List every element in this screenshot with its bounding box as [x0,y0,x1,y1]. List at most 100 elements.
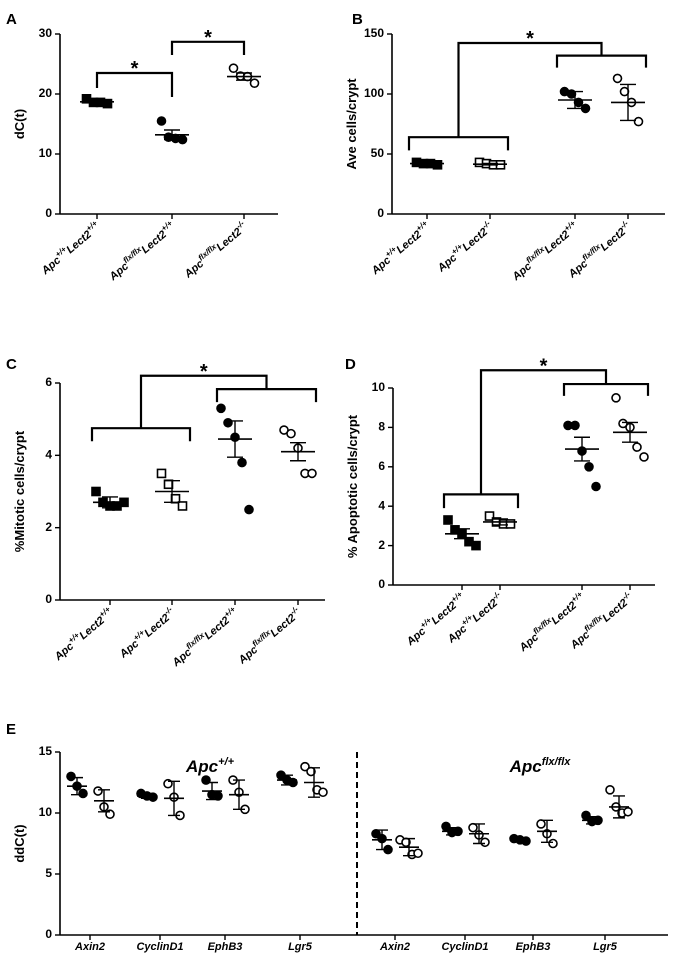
bracket [139,374,268,429]
sub-bracket [90,427,192,442]
data-point [484,511,495,521]
error-bar [236,72,252,81]
data-point [618,418,628,429]
label-part: -/- [618,219,630,231]
bracket [457,41,603,138]
data-point [177,501,188,511]
y-tick-label: 2 [378,538,385,552]
x-tick-label: Apc+/+Lect2-/- [115,605,178,661]
data-point [286,428,296,439]
data-point [307,468,317,479]
label-part: -/- [162,605,174,617]
y-tick-label: 100 [364,86,384,100]
label-part: -/- [234,219,246,231]
y-tick-label: 0 [378,577,385,591]
error-bar [141,792,153,800]
data-point [91,486,101,497]
y-tick-label: 0 [377,206,384,220]
data-point [223,417,233,428]
error-bar [376,829,388,851]
error-bar [473,823,485,845]
y-axis-label: % Apoptotic cells/crypt [345,414,360,558]
error-bar [482,162,498,166]
x-tick-label: Apc+/+Lect2+/+ [367,219,433,278]
data-point [536,819,546,829]
data-point [639,452,649,462]
error-bar [567,90,583,110]
panel-letter: A [6,11,17,28]
x-tick-label: Apc+/+Lect2+/+ [50,605,116,664]
y-tick-label: 150 [364,26,384,40]
data-point [228,63,239,73]
error-bar [281,774,293,786]
data-point [249,78,260,88]
error-bar [89,99,105,105]
error-bar [541,819,553,843]
error-bar [514,837,526,843]
x-tick-label: Axin2 [379,941,410,953]
bracket [95,71,174,97]
data-point [611,393,621,403]
error-bar [71,776,83,796]
y-tick-label: 20 [39,86,53,100]
error-bar [164,479,180,504]
error-bar [492,518,508,526]
x-tick-label: EphB3 [208,941,243,953]
significance-label: * [540,355,548,377]
data-point [318,787,328,798]
sub-bracket [215,388,318,403]
error-bar [168,780,180,817]
error-bar [403,837,415,857]
error-bar [622,421,638,443]
y-tick-label: 4 [45,448,52,462]
error-bar [308,767,320,798]
error-bar [102,496,118,509]
error-bar [620,83,636,122]
significance-label: * [200,361,208,383]
x-tick-label: CyclinD1 [441,941,488,953]
data-point [632,442,642,452]
y-tick-label: 6 [45,375,52,389]
y-tick-label: 4 [378,498,385,512]
sub-bracket [407,136,510,151]
significance-label: * [204,27,212,49]
data-point [441,821,451,832]
error-bar [446,826,458,836]
label-part: -/- [480,219,492,231]
group-title: Apc+/+ [185,756,235,776]
title-part: Apc [509,757,543,776]
error-bar [419,162,435,165]
y-tick-label: 5 [45,866,52,880]
error-bar [290,441,306,462]
data-point [623,806,633,817]
y-tick-label: 30 [39,26,53,40]
data-point [581,810,591,821]
y-tick-label: 6 [378,459,385,473]
data-point [213,791,223,801]
data-point [148,792,158,802]
y-tick-label: 10 [372,380,386,394]
panel-letter: B [352,11,363,28]
error-bar [586,815,598,825]
y-tick-label: 15 [39,744,53,758]
data-point [605,785,615,795]
y-tick-label: 0 [45,206,52,220]
label-part: -/- [288,605,300,617]
data-point [548,838,558,849]
title-part: +/+ [218,756,234,768]
bracket [170,40,246,55]
data-point [480,837,490,848]
y-tick-label: 0 [45,592,52,606]
error-bar [574,436,590,462]
x-tick-label: Lgr5 [593,941,618,953]
x-tick-label: Apcflx/flxLect2+/+ [168,605,241,670]
data-point [468,822,478,833]
x-tick-label: Apc+/+Lect2+/+ [37,219,103,278]
data-point [633,116,644,127]
panel-letter: C [6,356,17,373]
error-bar [227,420,243,458]
group-title: Apcflx/flx [509,756,572,776]
panel-letter: D [345,356,356,373]
data-point [471,540,481,551]
